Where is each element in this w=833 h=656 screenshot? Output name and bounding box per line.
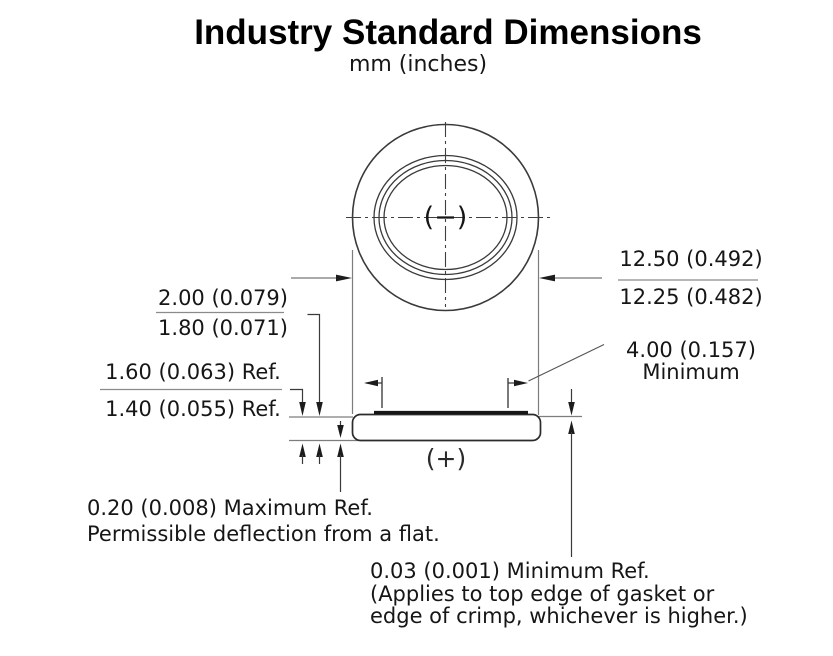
height-max-lower-value: 1.80 (0.071) <box>158 316 288 340</box>
gasket-note-line2: (Applies to top edge of gasket or <box>370 582 715 606</box>
height-max-upper-value: 2.00 (0.079) <box>158 286 288 310</box>
diameter-max-value: 12.50 (0.492) <box>619 247 763 271</box>
gasket-note-line3: edge of crimp, whichever is higher.) <box>370 604 748 628</box>
flat-area-min-value: 4.00 (0.157) <box>626 338 756 362</box>
battery-side-profile <box>351 410 542 442</box>
center-lines <box>346 122 554 307</box>
flat-area-markers <box>364 344 605 408</box>
deflection-arrows <box>299 421 344 492</box>
positive-terminal-label: (+) <box>425 444 467 473</box>
units-subtitle: mm (inches) <box>348 52 488 77</box>
height-dimension-leaders <box>100 311 323 416</box>
deflection-note-line2: Permissible deflection from a flat. <box>87 522 440 546</box>
diameter-dimension <box>291 274 758 282</box>
extension-lines <box>289 250 582 442</box>
flat-area-min-qualifier: Minimum <box>642 360 740 384</box>
gasket-edge-arrows <box>568 389 575 557</box>
diameter-min-value: 12.25 (0.482) <box>619 285 763 309</box>
negative-terminal-label: (−) <box>423 202 468 233</box>
page-title: Industry Standard Dimensions <box>194 13 702 52</box>
gasket-note-line1: 0.03 (0.001) Minimum Ref. <box>370 559 650 583</box>
deflection-note-line1: 0.20 (0.008) Maximum Ref. <box>87 496 373 520</box>
height-ref-upper-value: 1.60 (0.063) Ref. <box>105 360 281 384</box>
height-ref-lower-value: 1.40 (0.055) Ref. <box>105 397 281 421</box>
